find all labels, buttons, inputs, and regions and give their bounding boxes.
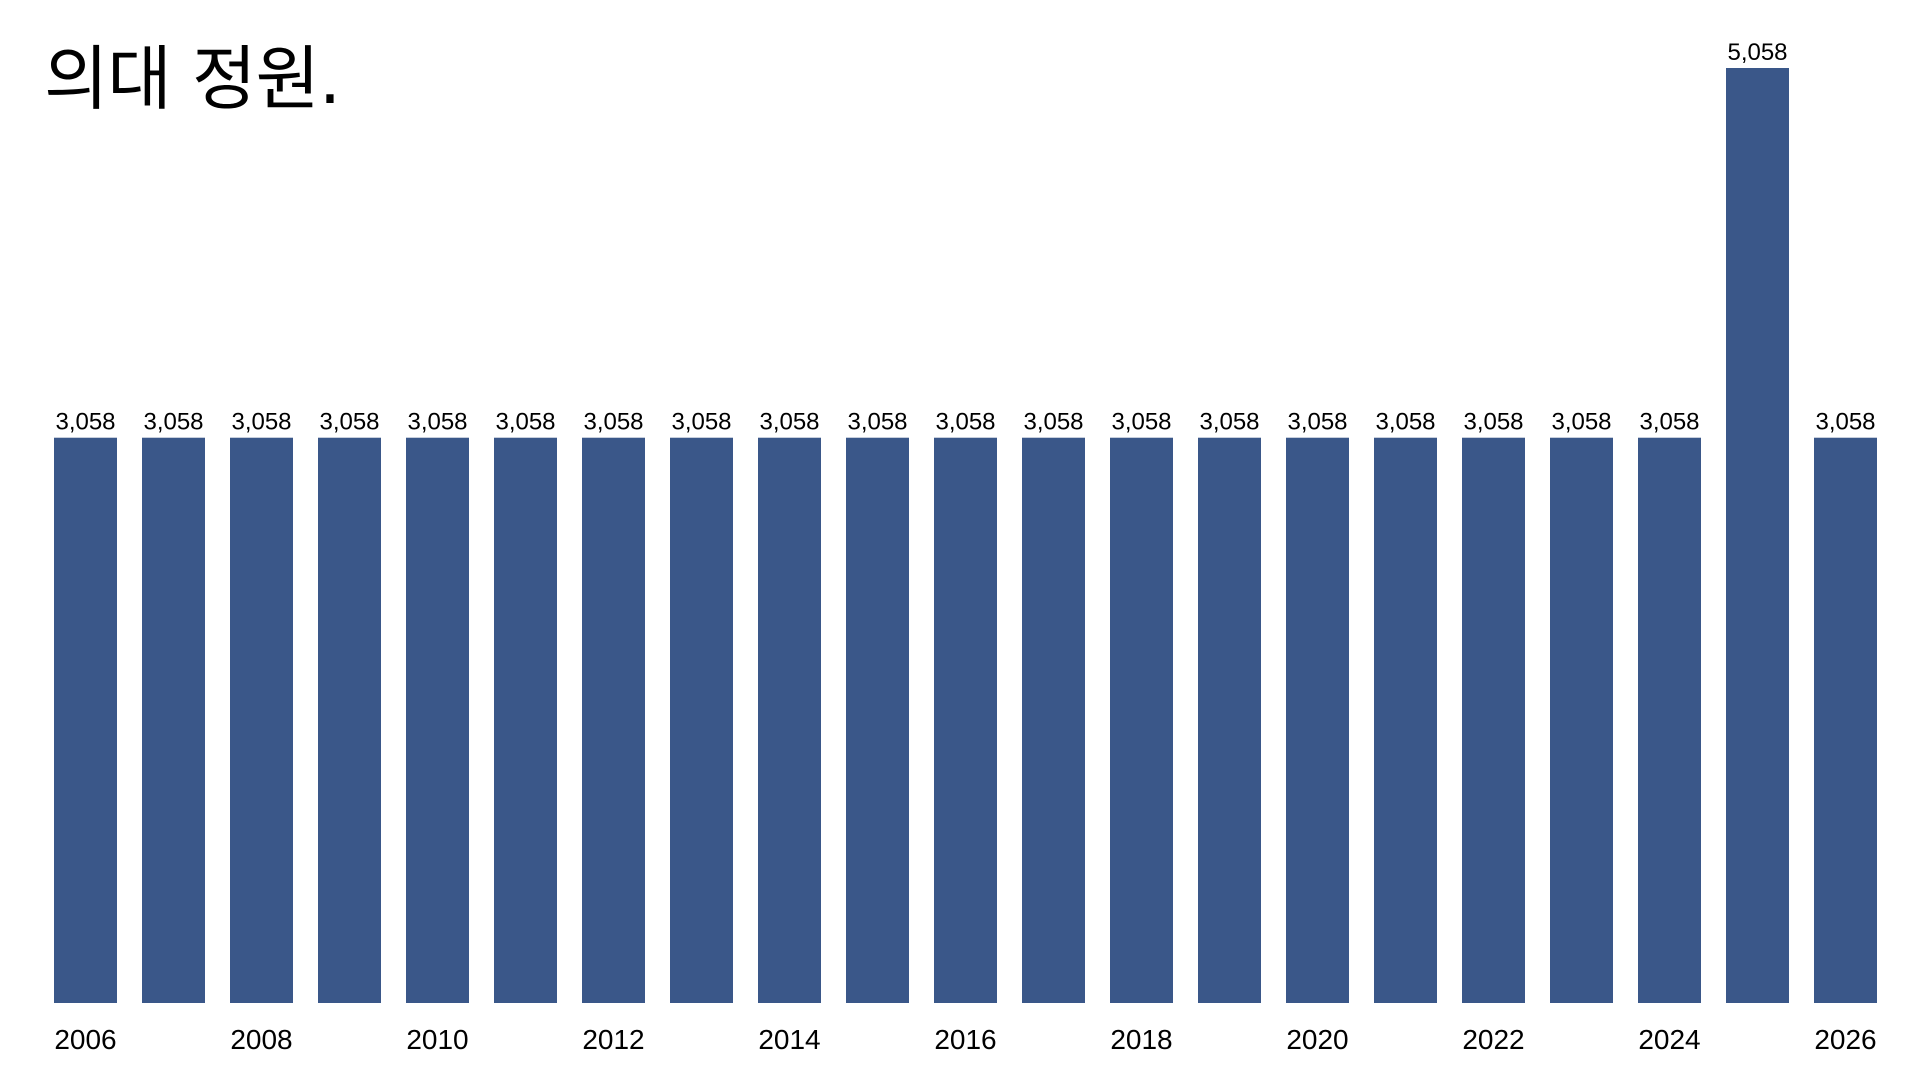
value-label-2019: 3,058 [1199, 409, 1259, 436]
chart-title: 의대 정원. [44, 38, 341, 120]
bar-2016 [934, 437, 997, 1004]
value-label-2021: 3,058 [1375, 409, 1435, 436]
bar-2014 [758, 437, 821, 1004]
bar-2020 [1286, 437, 1349, 1004]
value-label-2007: 3,058 [143, 409, 203, 436]
x-tick-label-2010: 2010 [406, 1024, 468, 1055]
bar-2015 [846, 437, 909, 1004]
bar-2009 [318, 437, 381, 1004]
value-label-2023: 3,058 [1551, 409, 1611, 436]
x-tick-label-2016: 2016 [934, 1024, 996, 1055]
bar-2007 [142, 437, 205, 1004]
x-tick-label-2026: 2026 [1814, 1024, 1876, 1055]
x-tick-label-2008: 2008 [230, 1024, 292, 1055]
bar-2013 [670, 437, 733, 1004]
value-label-2025: 5,058 [1727, 39, 1787, 66]
bars-group [54, 68, 1877, 1004]
value-label-2009: 3,058 [319, 409, 379, 436]
value-label-2024: 3,058 [1639, 409, 1699, 436]
value-label-2022: 3,058 [1463, 409, 1523, 436]
bar-2026 [1814, 437, 1877, 1004]
value-label-2018: 3,058 [1111, 409, 1171, 436]
value-label-2006: 3,058 [55, 409, 115, 436]
bar-2012 [582, 437, 645, 1004]
x-axis-tick-labels: 2006 2008 2010 2012 2014 2016 2018 2020 2022 2024… [54, 1024, 1876, 1055]
value-label-2012: 3,058 [583, 409, 643, 436]
x-tick-label-2022: 2022 [1462, 1024, 1524, 1055]
value-label-2026: 3,058 [1815, 409, 1875, 436]
x-tick-label-2020: 2020 [1286, 1024, 1348, 1055]
x-tick-label-2024: 2024 [1638, 1024, 1700, 1055]
value-labels-group: 3,058 3,058 3,058 3,058 3,058 3,058 3,058 3,058… [55, 39, 1875, 436]
bar-2022 [1462, 437, 1525, 1004]
bar-2025 [1726, 68, 1789, 1003]
value-label-2014: 3,058 [759, 409, 819, 436]
bar-2017 [1022, 437, 1085, 1004]
value-label-2008: 3,058 [231, 409, 291, 436]
value-label-2017: 3,058 [1023, 409, 1083, 436]
x-tick-label-2012: 2012 [582, 1024, 644, 1055]
bar-2024 [1638, 437, 1701, 1004]
bar-2023 [1550, 437, 1613, 1004]
value-label-2016: 3,058 [935, 409, 995, 436]
x-tick-label-2018: 2018 [1110, 1024, 1172, 1055]
bar-2019 [1198, 437, 1261, 1004]
value-label-2020: 3,058 [1287, 409, 1347, 436]
bar-2006 [54, 437, 117, 1004]
bar-2021 [1374, 437, 1437, 1004]
bar-2010 [406, 437, 469, 1004]
bar-2008 [230, 437, 293, 1004]
bar-2018 [1110, 437, 1173, 1004]
x-tick-label-2014: 2014 [758, 1024, 820, 1055]
value-label-2010: 3,058 [407, 409, 467, 436]
bar-2011 [494, 437, 557, 1004]
value-label-2015: 3,058 [847, 409, 907, 436]
value-label-2013: 3,058 [671, 409, 731, 436]
x-tick-label-2006: 2006 [54, 1024, 116, 1055]
value-label-2011: 3,058 [495, 409, 555, 436]
